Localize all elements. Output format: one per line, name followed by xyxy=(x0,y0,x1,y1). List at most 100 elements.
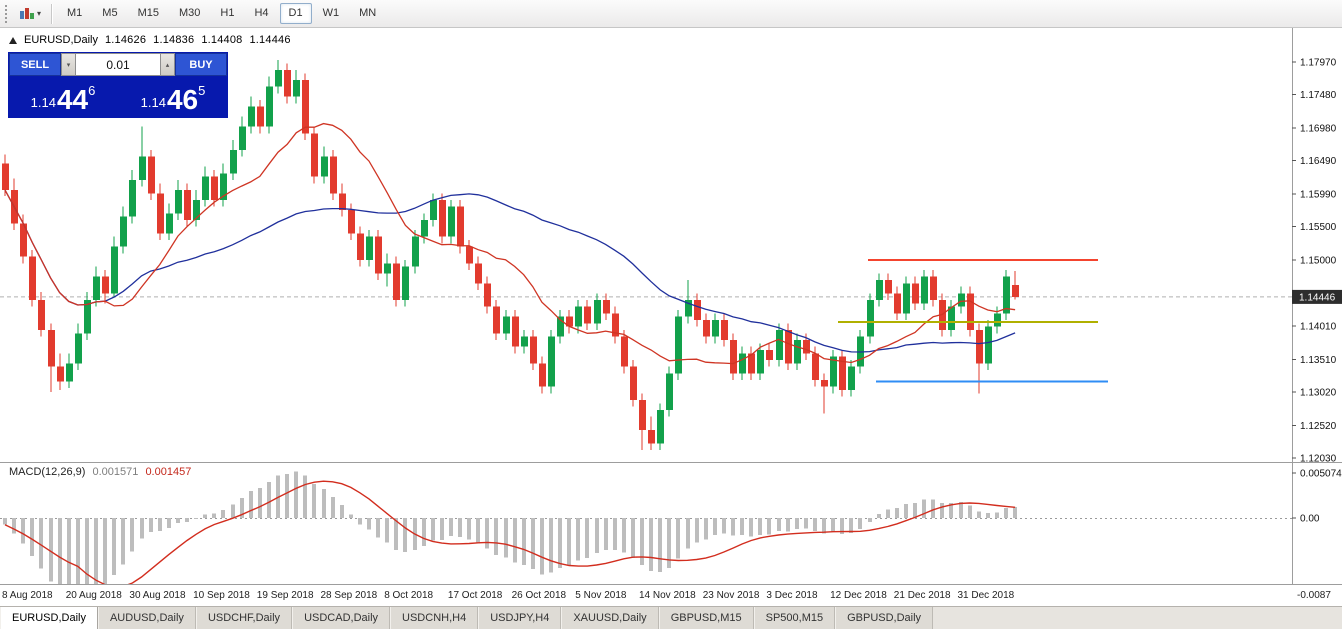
buy-button[interactable]: BUY xyxy=(175,53,227,76)
price-axis-label: 1.12520 xyxy=(1300,421,1337,432)
time-axis-label: 23 Nov 2018 xyxy=(702,590,760,601)
timeframe-button-h1[interactable]: H1 xyxy=(211,3,243,24)
chevron-down-icon: ▾ xyxy=(37,8,42,18)
time-axis-label: 12 Dec 2018 xyxy=(830,590,887,601)
time-axis-label: 8 Oct 2018 xyxy=(384,590,434,601)
chart-tab-usdjpy-h4[interactable]: USDJPY,H4 xyxy=(478,607,562,629)
date-axis[interactable]: -0.0087 8 Aug 2018 20 Aug 2018 30 Aug 2018… xyxy=(0,584,1342,606)
sell-price[interactable]: 1.14 44 6 xyxy=(9,77,117,117)
chart-area[interactable]: 1.17970 1.17480 1.16980 1.16490 1.15990 1.155… xyxy=(0,28,1342,465)
macd-signal-line xyxy=(4,480,1016,588)
chart-tab-audusd-daily[interactable]: AUDUSD,Daily xyxy=(97,607,196,629)
time-axis-label: 31 Dec 2018 xyxy=(957,590,1015,601)
macd-axis-top-label: 0.005074 xyxy=(1300,469,1342,480)
chart-tab-usdchf-daily[interactable]: USDCHF,Daily xyxy=(195,607,293,629)
timeframe-button-m1[interactable]: M1 xyxy=(58,3,91,24)
svg-text:1.14446: 1.14446 xyxy=(1299,292,1336,303)
price-axis-label: 1.16490 xyxy=(1300,156,1337,167)
timeframe-button-h4[interactable]: H4 xyxy=(245,3,277,24)
time-axis-label: 3 Dec 2018 xyxy=(766,590,818,601)
timeframe-button-w1[interactable]: W1 xyxy=(314,3,349,24)
ohlc-close: 1.14446 xyxy=(249,34,291,46)
macd-title-text: MACD(12,26,9) xyxy=(9,466,86,478)
chart-tab-gbpusd-m15[interactable]: GBPUSD,M15 xyxy=(658,607,754,629)
macd-panel[interactable]: 0.005074 0.00 MACD(12,26,9) 0.001571 0.00… xyxy=(0,462,1342,599)
buy-price[interactable]: 1.14 46 5 xyxy=(119,77,227,117)
buy-price-big: 46 xyxy=(166,84,199,116)
ma-slow-line xyxy=(4,189,1016,353)
macd-axis-zero-label: 0.00 xyxy=(1300,514,1320,525)
macd-histogram xyxy=(3,471,1017,599)
price-chart[interactable]: 1.17970 1.17480 1.16980 1.16490 1.15990 1.155… xyxy=(0,28,1342,465)
chart-symbol-icon xyxy=(9,36,17,44)
time-axis-label: 14 Nov 2018 xyxy=(639,590,696,601)
macd-chart-svg: 0.005074 0.00 xyxy=(0,463,1342,599)
timeframe-button-d1[interactable]: D1 xyxy=(279,3,312,24)
price-axis-label: 1.12030 xyxy=(1300,454,1337,463)
sell-price-sup: 6 xyxy=(88,83,96,98)
volume-increase-button[interactable]: ▴ xyxy=(160,53,175,76)
ma-fast-line xyxy=(4,122,1016,365)
toolbar: ▾ M1 M5 M15 M30 H1 H4 D1 W1 MN xyxy=(0,0,1342,28)
price-axis-label: 1.17480 xyxy=(1300,90,1337,101)
one-click-trade-panel: SELL ▾ ▴ BUY 1.14 44 6 1.14 46 5 xyxy=(8,52,228,118)
time-axis-label: 30 Aug 2018 xyxy=(129,590,186,601)
sell-button[interactable]: SELL xyxy=(9,53,61,76)
time-axis-label: 26 Oct 2018 xyxy=(511,590,567,601)
toolbar-separator xyxy=(51,3,53,24)
sell-price-prefix: 1.14 xyxy=(30,94,56,110)
sell-price-big: 44 xyxy=(56,84,89,116)
time-axis-label: 21 Dec 2018 xyxy=(893,590,951,601)
timeframe-button-mn[interactable]: MN xyxy=(350,3,385,24)
chart-tab-usdcad-daily[interactable]: USDCAD,Daily xyxy=(292,607,391,629)
mini-bars-icon xyxy=(20,7,34,19)
candlestick-series xyxy=(2,60,1019,450)
time-axis-label: 28 Sep 2018 xyxy=(320,590,378,601)
price-axis-label: 1.13510 xyxy=(1300,355,1337,366)
ohlc-open: 1.14626 xyxy=(104,34,147,46)
timeframe-button-m30[interactable]: M30 xyxy=(170,3,209,24)
volume-input[interactable] xyxy=(76,53,160,76)
time-axis-label: 19 Sep 2018 xyxy=(256,590,314,601)
price-axis-label: 1.15500 xyxy=(1300,222,1337,233)
time-axis-label: 20 Aug 2018 xyxy=(65,590,122,601)
chart-tab-eurusd-daily[interactable]: EURUSD,Daily xyxy=(0,607,98,629)
chart-tab-bar: EURUSD,Daily AUDUSD,Daily USDCHF,Daily USDC… xyxy=(0,606,1342,629)
chart-objects-dropdown[interactable]: ▾ xyxy=(14,4,46,24)
macd-main-value: 0.001571 xyxy=(92,466,139,478)
macd-chart: 0.005074 0.00 xyxy=(0,463,1342,599)
price-axis-label: 1.17970 xyxy=(1300,58,1337,69)
timeframe-group: M1 M5 M15 M30 H1 H4 D1 W1 MN xyxy=(57,3,386,24)
chart-title: EURUSD,Daily 1.14626 1.14836 1.14408 1.1… xyxy=(9,34,291,46)
toolbar-drag-handle[interactable] xyxy=(5,4,9,23)
time-axis-label: 8 Aug 2018 xyxy=(2,590,53,601)
buy-price-sup: 5 xyxy=(198,83,206,98)
timeframe-button-m5[interactable]: M5 xyxy=(93,3,126,24)
chart-tab-sp500-m15[interactable]: SP500,M15 xyxy=(753,607,836,629)
chart-symbol-label: EURUSD,Daily xyxy=(24,34,98,46)
macd-signal-value: 0.001457 xyxy=(145,466,192,478)
price-axis-label: 1.14010 xyxy=(1300,322,1337,333)
price-axis-label: 1.15990 xyxy=(1300,190,1337,201)
timeframe-button-m15[interactable]: M15 xyxy=(129,3,168,24)
time-axis-label: 5 Nov 2018 xyxy=(575,590,627,601)
volume-decrease-button[interactable]: ▾ xyxy=(61,53,76,76)
ohlc-high: 1.14836 xyxy=(153,34,195,46)
price-axis-label: 1.15000 xyxy=(1300,256,1337,267)
ohlc-low: 1.14408 xyxy=(201,34,243,46)
time-axis-label: 17 Oct 2018 xyxy=(447,590,503,601)
time-axis-label: 10 Sep 2018 xyxy=(193,590,250,601)
chart-tab-gbpusd-daily[interactable]: GBPUSD,Daily xyxy=(835,607,934,629)
chart-tab-usdcnh-h4[interactable]: USDCNH,H4 xyxy=(390,607,479,629)
chart-tab-xauusd-daily[interactable]: XAUUSD,Daily xyxy=(561,607,659,629)
price-axis-label: 1.13020 xyxy=(1300,388,1337,399)
buy-price-prefix: 1.14 xyxy=(140,94,166,110)
macd-label: MACD(12,26,9) 0.001571 0.001457 xyxy=(9,466,191,478)
trade-prices-row: 1.14 44 6 1.14 46 5 xyxy=(9,77,227,117)
macd-axis-bottom-label: -0.0087 xyxy=(1297,590,1331,601)
price-axis-label: 1.16980 xyxy=(1300,124,1337,135)
current-price-badge: 1.14446 xyxy=(1292,289,1342,304)
trade-controls-row: SELL ▾ ▴ BUY xyxy=(9,53,227,76)
price-chart-svg[interactable]: 1.17970 1.17480 1.16980 1.16490 1.15990 1.155… xyxy=(0,28,1342,465)
price-axis-labels: 1.17970 1.17480 1.16980 1.16490 1.15990 1.155… xyxy=(1292,58,1337,465)
